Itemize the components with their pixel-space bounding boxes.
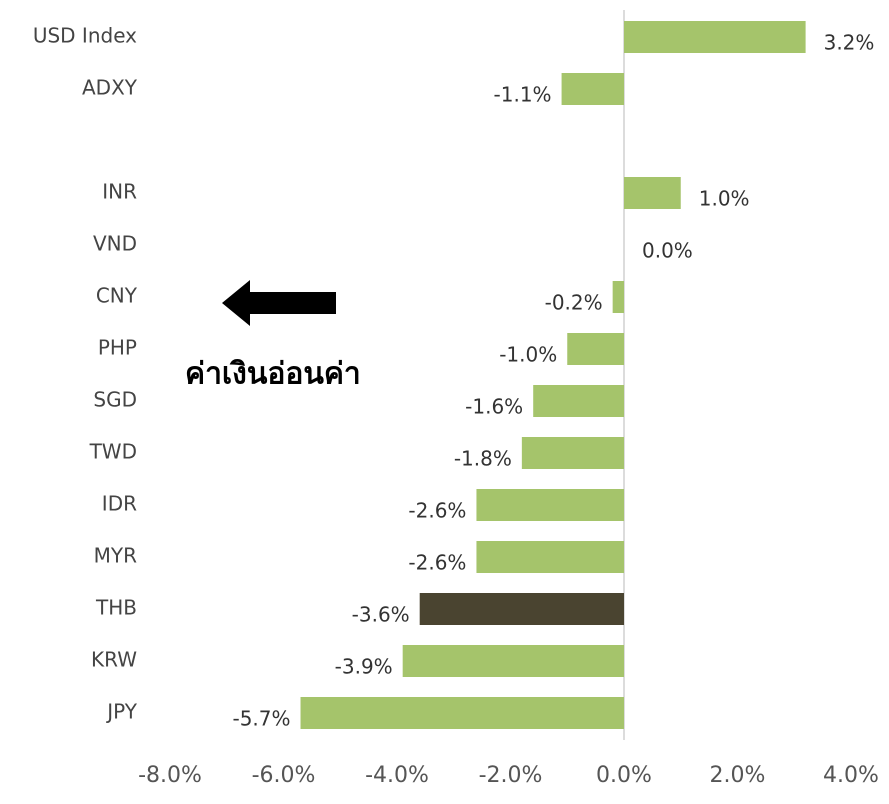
value-label: -0.2% bbox=[545, 291, 603, 315]
bar bbox=[624, 177, 681, 209]
category-label: IDR bbox=[102, 492, 137, 516]
bar bbox=[476, 541, 624, 573]
category-label: PHP bbox=[98, 336, 137, 360]
x-tick-label: 2.0% bbox=[710, 763, 766, 788]
category-label: ADXY bbox=[82, 76, 138, 100]
category-label: USD Index bbox=[33, 24, 137, 48]
bar bbox=[521, 437, 624, 469]
value-label: -5.7% bbox=[232, 707, 290, 731]
value-label: 3.2% bbox=[824, 31, 875, 55]
category-label: MYR bbox=[94, 544, 137, 568]
value-label: -2.6% bbox=[408, 551, 466, 575]
value-label: -1.8% bbox=[454, 447, 512, 471]
category-label: TWD bbox=[89, 440, 137, 464]
x-tick-label: 4.0% bbox=[823, 763, 879, 788]
bar bbox=[624, 21, 806, 53]
x-tick-label: -8.0% bbox=[138, 763, 202, 788]
x-tick-label: -4.0% bbox=[365, 763, 429, 788]
bar bbox=[612, 281, 624, 313]
annotation: ค่าเงินอ่อนค่า bbox=[185, 357, 361, 392]
bar bbox=[476, 489, 624, 521]
x-tick-label: 0.0% bbox=[596, 763, 652, 788]
value-label: 1.0% bbox=[699, 187, 750, 211]
category-label: THB bbox=[95, 596, 137, 620]
category-label: KRW bbox=[91, 648, 137, 672]
category-label: SGD bbox=[93, 388, 137, 412]
bar bbox=[402, 645, 624, 677]
arrow bbox=[222, 280, 336, 326]
value-label: -1.6% bbox=[465, 395, 523, 419]
value-label: 0.0% bbox=[642, 239, 693, 263]
bar bbox=[533, 385, 624, 417]
bar bbox=[300, 697, 624, 729]
x-tick-label: -6.0% bbox=[252, 763, 316, 788]
value-label: -2.6% bbox=[408, 499, 466, 523]
bar bbox=[419, 593, 624, 625]
value-label: -1.0% bbox=[499, 343, 557, 367]
category-label: CNY bbox=[96, 284, 138, 308]
category-label: VND bbox=[93, 232, 137, 256]
category-label: JPY bbox=[105, 700, 138, 724]
value-label: -1.1% bbox=[494, 83, 552, 107]
category-label: INR bbox=[102, 180, 137, 204]
value-label: -3.9% bbox=[335, 655, 393, 679]
value-label: -3.6% bbox=[352, 603, 410, 627]
bar bbox=[567, 333, 624, 365]
x-tick-label: -2.0% bbox=[479, 763, 543, 788]
bar bbox=[561, 73, 624, 105]
